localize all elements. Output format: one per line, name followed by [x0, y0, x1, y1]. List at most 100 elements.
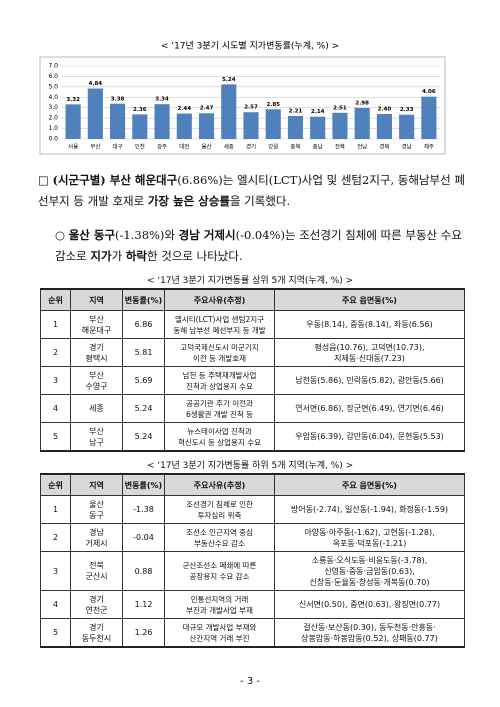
cell-line: 부동산수요 감소 [194, 538, 245, 548]
header-cell: 순위 [40, 473, 71, 496]
table-cell: 평성읍(10.76), 고덕면(10.73), 지제동·신대동(7.23) [274, 338, 465, 367]
table-row: 3 부산 수영구 5.69 남천 등 주택재개발사업 진척과 상업용지 수요 남천동(5.8… [40, 366, 465, 395]
table-cell: 1.12 [122, 590, 165, 619]
value-label: 5.24 [222, 77, 236, 83]
cell-line: 공장용지 수요 감소 [189, 572, 250, 581]
table-cell: 남천동(5.86), 민락동(5.82), 광안동(5.66) [274, 366, 465, 395]
cell-line: 부산 [89, 314, 104, 324]
text: 가장 높은 상승률 [147, 194, 230, 208]
cell-line: 부진과 개발사업 부재 [186, 605, 253, 615]
cell-line: 산간지역 거래 부진 [189, 633, 250, 643]
table-cell: 공공기관 추가 이전과 6생활권 개발 진척 등 [164, 394, 275, 423]
bullet: ○ [55, 228, 66, 242]
table-cell: 민통선지역의 거래 부진과 개발사업 부재 [164, 590, 275, 619]
x-tick-label: 대구 [113, 143, 123, 151]
text: 을 기록했다. [229, 194, 291, 208]
header-cell: 순위 [40, 288, 71, 311]
chart-frame [39, 56, 446, 155]
bar [287, 115, 304, 139]
table-cell: 4 [40, 590, 71, 619]
cell-line: 울산 [89, 499, 104, 509]
table-cell: 연서면(6.86), 장군면(6.49), 연기면(6.46) [274, 394, 465, 423]
x-tick-label: 울산 [201, 143, 211, 151]
cell-line: 신영동·중동·금암동(0.63), [324, 566, 415, 576]
x-tick-label: 전북 [335, 143, 345, 151]
x-tick-label: 강원 [268, 143, 278, 151]
table-cell: 고덕국제신도시 미군기지 이전 등 개발호재 [164, 338, 275, 367]
y-tick-label: 4.0 [48, 94, 58, 101]
table-cell: 울산 동구 [70, 495, 123, 524]
cell-line: 뉴스테이사업 진척과 [187, 426, 252, 436]
cell-line: 6생활권 개발 진척 등 [185, 409, 254, 419]
cell-line: 걸산동·보산동(0.30), 동두천동·안흥동· [303, 622, 436, 632]
bar [310, 116, 326, 139]
table-cell: 신서면(0.50), 중면(0.63), 왕징면(0.77) [274, 590, 465, 619]
x-tick-label: 대전 [179, 143, 189, 151]
table-cell: 경기 평택시 [70, 338, 123, 367]
table-cell: 우동(8.14), 중동(8.14), 좌동(6.56) [274, 310, 465, 339]
bar [110, 103, 126, 139]
table-cell: 걸산동·보산동(0.30), 동두천동·안흥동· 상봉암동·하봉암동(0.52),… [274, 618, 465, 648]
table-cell: 0.88 [122, 551, 165, 591]
header-row: 순위 지역 변동률(%) 주요사유(추정) 주요 읍면동(%) [40, 473, 465, 496]
y-tick-label: 6.0 [48, 73, 58, 80]
value-label: 4.84 [89, 81, 103, 87]
cell-line: 남천동(5.86), 민락동(5.82), 광안동(5.66) [295, 376, 444, 385]
table-cell: 대규모 개발사업 부재와 산간지역 거래 부진 [164, 618, 275, 648]
y-tick-label: 1.0 [48, 125, 58, 132]
value-label: 3.38 [111, 96, 125, 102]
header-cell: 주요사유(추정) [164, 473, 275, 496]
table-cell: 2 [40, 338, 71, 367]
cell-line: 평성읍(10.76), 고덕면(10.73), [314, 342, 425, 352]
cell-line: 우동(8.14), 중동(8.14), 좌동(6.56) [306, 320, 433, 329]
value-label: 3.32 [66, 97, 80, 103]
y-tick-label: 3.0 [48, 104, 58, 111]
value-label: 2.85 [266, 102, 280, 108]
bar [243, 112, 259, 139]
cell-line: 신창동·둔율동·창성동·개복동(0.70) [309, 577, 430, 587]
table-cell: 6.86 [122, 310, 165, 339]
bar [198, 113, 215, 139]
value-label: 2.57 [244, 105, 258, 111]
text: (6.86%) [177, 173, 223, 187]
table-cell: 5 [40, 422, 71, 452]
cell-line: 고덕국제신도시 미군기지 [180, 342, 259, 352]
cell-line: 혁신도시 등 상업용지 수요 [177, 437, 262, 447]
bar [132, 114, 148, 139]
bar [376, 113, 392, 139]
x-tick-label: 경기 [246, 143, 256, 151]
table-row: 4 세종 5.24 공공기관 추가 이전과 6생활권 개발 진척 등 연서면(6.86),… [40, 394, 465, 423]
table-cell: 경남 거제시 [70, 523, 123, 552]
x-tick-label: 경북 [379, 144, 389, 151]
table-row: 1 부산 해운대구 6.86 엘시티(LCT)사업 센텀2지구 동해 남부선 폐선부지 등… [40, 310, 465, 339]
cell-line: 평택시 [85, 353, 108, 363]
table-cell: 소룡동·오식도동·비응도동(-3.78), 신영동·중동·금암동(0.63), 신창… [274, 551, 465, 591]
cell-line: 남구 [89, 437, 104, 447]
x-tick-label: 충북 [290, 143, 300, 151]
cell-line: 세종 [89, 404, 104, 413]
bar [421, 96, 437, 139]
table-cell: 5.81 [122, 338, 165, 367]
bar [399, 114, 415, 139]
text: (-1.38%)와 [115, 228, 179, 242]
cell-line: 상봉암동·하봉암동(0.52), 상패동(0.77) [301, 633, 438, 643]
text: 지가 [90, 249, 112, 263]
table-row: 5 경기 동두천시 1.26 대규모 개발사업 부재와 산간지역 거래 부진 걸산동·보산동… [40, 618, 465, 648]
paragraph: □ (시군구별) 부산 해운대구(6.86%)는 엘시티(LCT)사업 및 센텀… [38, 170, 468, 212]
table-row: 3 전북 군산시 0.88 군산조선소 폐쇄에 따른 공장용지 수요 감소 소룡동·오식도동… [40, 551, 465, 591]
cell-line: 남천 등 주택재개발사업 [182, 370, 257, 380]
table-cell: 5.69 [122, 366, 165, 395]
cell-line: 엘시티(LCT)사업 센텀2지구 [174, 314, 265, 324]
cell-line: 진척과 상업용지 수요 [186, 381, 253, 391]
cell-line: 조선소 인근지역 중심 [186, 527, 253, 537]
table-row: 2 경남 거제시 -0.04 조선소 인근지역 중심 부동산수요 감소 아양동·아주동(-1… [40, 523, 465, 552]
text: 한 것으로 나타났다. [147, 249, 243, 263]
value-label: 2.14 [311, 109, 325, 115]
header-row: 순위 지역 변동률(%) 주요사유(추정) 주요 읍면동(%) [40, 288, 465, 311]
bar [176, 113, 192, 139]
table-cell: 뉴스테이사업 진척과 혁신도시 등 상업용지 수요 [164, 422, 275, 452]
bar [332, 112, 348, 139]
table-cell: 세종 [70, 394, 123, 423]
table-cell: 5.24 [122, 422, 165, 452]
table-cell: 경기 동두천시 [70, 618, 123, 648]
